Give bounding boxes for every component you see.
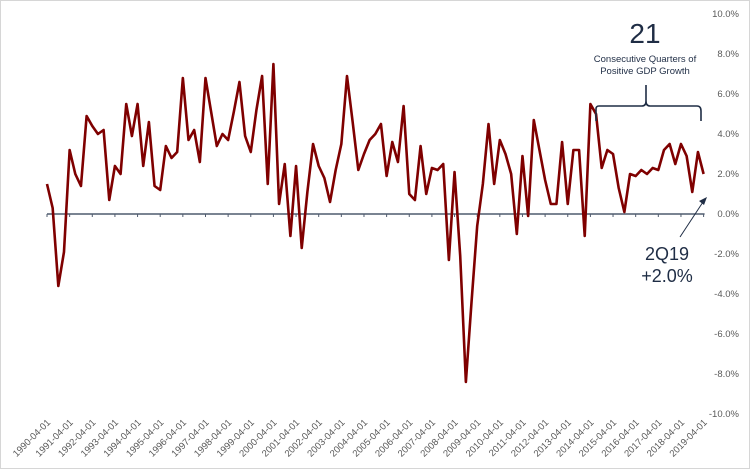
streak-text-line2: Positive GDP Growth	[600, 66, 690, 77]
y-tick-label: -4.0%	[714, 289, 739, 300]
y-tick-label: 2.0%	[717, 169, 739, 180]
y-tick-label: -8.0%	[714, 369, 739, 380]
y-tick-label: -10.0%	[709, 409, 740, 420]
gdp-growth-line	[45, 62, 705, 384]
y-axis: 10.0% 8.0% 6.0% 4.0% 2.0% 0.0% -2.0% -4.0% -6.0%…	[709, 9, 740, 420]
y-tick-label: -2.0%	[714, 249, 739, 260]
y-tick-label: 8.0%	[717, 49, 739, 60]
y-tick-label: 4.0%	[717, 129, 739, 140]
latest-annotation: 2Q19 +2.0%	[641, 197, 707, 286]
streak-brace	[595, 85, 702, 121]
y-tick-label: 6.0%	[717, 89, 739, 100]
latest-value-label: +2.0%	[641, 266, 693, 286]
y-tick-label: -6.0%	[714, 329, 739, 340]
arrow-head-icon	[699, 197, 707, 205]
streak-annotation: 21 Consecutive Quarters of Positive GDP …	[594, 18, 702, 121]
latest-quarter-label: 2Q19	[645, 244, 689, 264]
y-tick-label: 10.0%	[712, 9, 739, 20]
streak-text-line1: Consecutive Quarters of	[594, 54, 697, 65]
x-axis: 1990-04-011991-04-011992-04-011993-04-01…	[11, 213, 710, 459]
series-layer	[45, 62, 705, 384]
latest-arrow	[679, 201, 704, 238]
y-tick-label: 0.0%	[717, 209, 739, 220]
streak-count-label: 21	[629, 18, 660, 49]
